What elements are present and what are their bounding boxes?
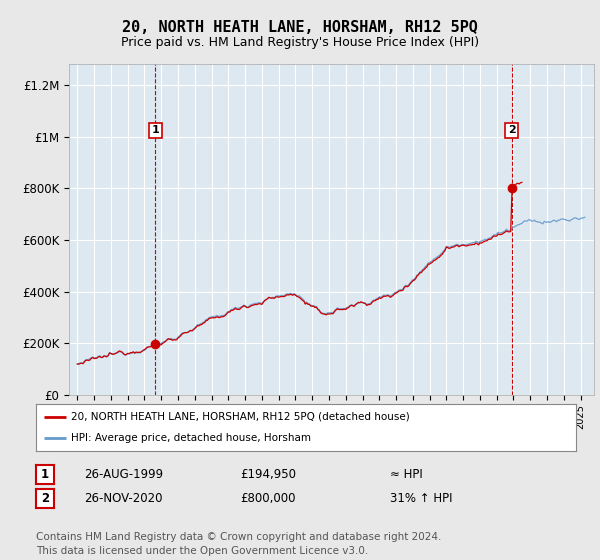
Text: £800,000: £800,000 xyxy=(240,492,296,505)
Text: 20, NORTH HEATH LANE, HORSHAM, RH12 5PQ: 20, NORTH HEATH LANE, HORSHAM, RH12 5PQ xyxy=(122,20,478,35)
Text: 26-NOV-2020: 26-NOV-2020 xyxy=(84,492,163,505)
Text: Contains HM Land Registry data © Crown copyright and database right 2024.
This d: Contains HM Land Registry data © Crown c… xyxy=(36,533,442,556)
Text: 26-AUG-1999: 26-AUG-1999 xyxy=(84,468,163,481)
Text: HPI: Average price, detached house, Horsham: HPI: Average price, detached house, Hors… xyxy=(71,433,311,444)
Text: 2: 2 xyxy=(41,492,49,505)
Text: 2: 2 xyxy=(508,125,515,136)
Text: 1: 1 xyxy=(41,468,49,481)
Text: 31% ↑ HPI: 31% ↑ HPI xyxy=(390,492,452,505)
Text: ≈ HPI: ≈ HPI xyxy=(390,468,423,481)
Text: £194,950: £194,950 xyxy=(240,468,296,481)
Text: 20, NORTH HEATH LANE, HORSHAM, RH12 5PQ (detached house): 20, NORTH HEATH LANE, HORSHAM, RH12 5PQ … xyxy=(71,412,410,422)
Text: 1: 1 xyxy=(151,125,159,136)
Text: Price paid vs. HM Land Registry's House Price Index (HPI): Price paid vs. HM Land Registry's House … xyxy=(121,36,479,49)
